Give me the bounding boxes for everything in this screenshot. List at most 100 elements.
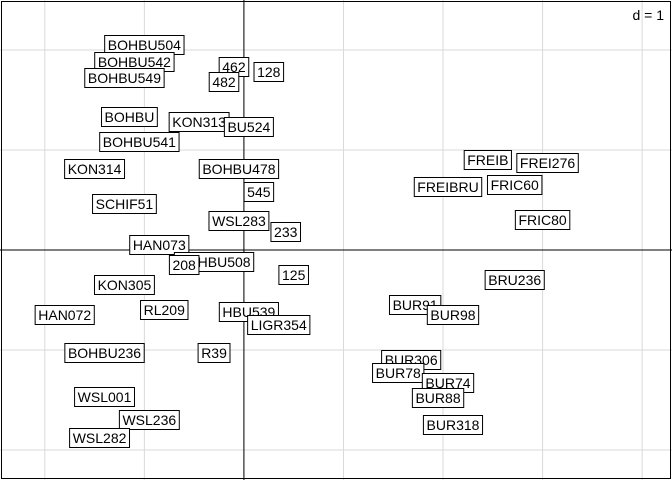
point-label: BUR78 [372, 363, 425, 383]
point-label-box [484, 270, 545, 290]
point-label-box [129, 235, 190, 255]
point-label-box [413, 177, 483, 197]
point-label: 208 [168, 255, 200, 275]
point-label-text: HAN073 [133, 237, 186, 253]
point-label-box [270, 222, 302, 242]
point-label: RL209 [140, 300, 189, 320]
point-label-box [69, 428, 131, 448]
point-label-box [74, 387, 135, 407]
point-label: BOHBU542 [94, 52, 175, 72]
point-label: LIGR354 [247, 315, 311, 335]
point-label-text: 208 [172, 257, 196, 273]
point-label-text: WSL236 [122, 412, 176, 428]
point-label: FRIC60 [486, 175, 543, 195]
point-label-text: FREIB [467, 152, 508, 168]
point-label-text: RL209 [144, 302, 185, 318]
point-label-text: BUR91 [393, 297, 438, 313]
point-label-box [253, 62, 285, 82]
point-label: FRIC80 [514, 210, 571, 230]
point-label-text: SCHIF51 [96, 196, 154, 212]
point-label-text: BOHBU542 [98, 54, 171, 70]
point-label-box [247, 315, 311, 335]
point-label: WSL282 [69, 428, 131, 448]
point-label-text: 545 [247, 184, 271, 200]
point-label-box [84, 68, 165, 88]
scale-label: d = 1 [632, 7, 664, 23]
point-label-box [463, 150, 512, 170]
point-label: 128 [253, 62, 285, 82]
point-label-text: FREIBRU [417, 179, 478, 195]
point-label-box [422, 415, 484, 435]
point-label-box [278, 265, 309, 285]
point-label-text: WSL001 [78, 389, 132, 405]
point-label: 482 [208, 72, 240, 92]
point-label: FREIB [463, 150, 512, 170]
point-label-text: HAN072 [38, 307, 91, 323]
point-label-text: 482 [212, 74, 236, 90]
point-label-text: BUR74 [425, 375, 470, 391]
point-label: R39 [197, 343, 231, 363]
point-label-box [516, 153, 579, 173]
point-label: BU524 [223, 117, 274, 137]
point-label: 233 [270, 222, 302, 242]
point-label: 125 [278, 265, 309, 285]
point-label-box [208, 211, 270, 231]
point-label: BOHBU [101, 107, 158, 127]
point-label: 545 [243, 182, 275, 202]
point-label-text: LIGR354 [251, 317, 307, 333]
point-label-box [64, 343, 145, 363]
point-label: BOHBU236 [64, 343, 145, 363]
point-label-text: WSL282 [73, 430, 127, 446]
point-label: SCHIF51 [92, 194, 157, 214]
point-label: HAN073 [129, 235, 190, 255]
point-label: FREIBRU [413, 177, 483, 197]
point-label-box [411, 388, 465, 408]
point-label-text: BU524 [227, 119, 270, 135]
point-label: HAN072 [34, 305, 95, 325]
point-label-box [197, 343, 231, 363]
point-label-box [64, 159, 126, 179]
point-label: FREI276 [516, 153, 579, 173]
point-label: WSL283 [208, 211, 270, 231]
point-label: WSL236 [118, 410, 180, 430]
point-label-text: BOHBU478 [202, 161, 275, 177]
point-label-text: 128 [257, 64, 281, 80]
point-label-text: BOHBU549 [88, 70, 161, 86]
point-label-text: BOHBU [105, 109, 155, 125]
point-label-box [243, 182, 275, 202]
point-label-box [223, 117, 274, 137]
point-label-text: FREI276 [520, 155, 575, 171]
point-label-text: R39 [201, 345, 227, 361]
point-label: BUR88 [411, 388, 465, 408]
point-label: BRU236 [484, 270, 545, 290]
point-label: BOHBU504 [104, 35, 185, 55]
point-label-box [514, 210, 571, 230]
point-label-box [92, 194, 157, 214]
point-label-box [34, 305, 95, 325]
point-label-box [208, 72, 240, 92]
point-label: BUR98 [426, 305, 480, 325]
point-label-text: BUR98 [430, 307, 475, 323]
point-label-box [140, 300, 189, 320]
point-label-text: BRU236 [488, 272, 541, 288]
point-label-text: BOHBU236 [68, 345, 141, 361]
point-label-text: FRIC60 [491, 177, 539, 193]
point-label: BOHBU541 [99, 132, 180, 152]
point-label-text: 233 [274, 224, 298, 240]
point-label-text: KON314 [68, 161, 122, 177]
point-label: BOHBU549 [84, 68, 165, 88]
point-label-box [486, 175, 543, 195]
point-label-text: WSL283 [212, 213, 266, 229]
point-label-box [93, 275, 155, 295]
point-label: BUR318 [422, 415, 484, 435]
point-label-text: KON313 [172, 114, 226, 130]
point-label: KON305 [93, 275, 155, 295]
point-label-text: 462 [222, 59, 246, 75]
point-label-text: BUR318 [427, 417, 480, 433]
point-label-text: BOHBU541 [103, 134, 176, 150]
point-label-text: 125 [282, 267, 306, 283]
